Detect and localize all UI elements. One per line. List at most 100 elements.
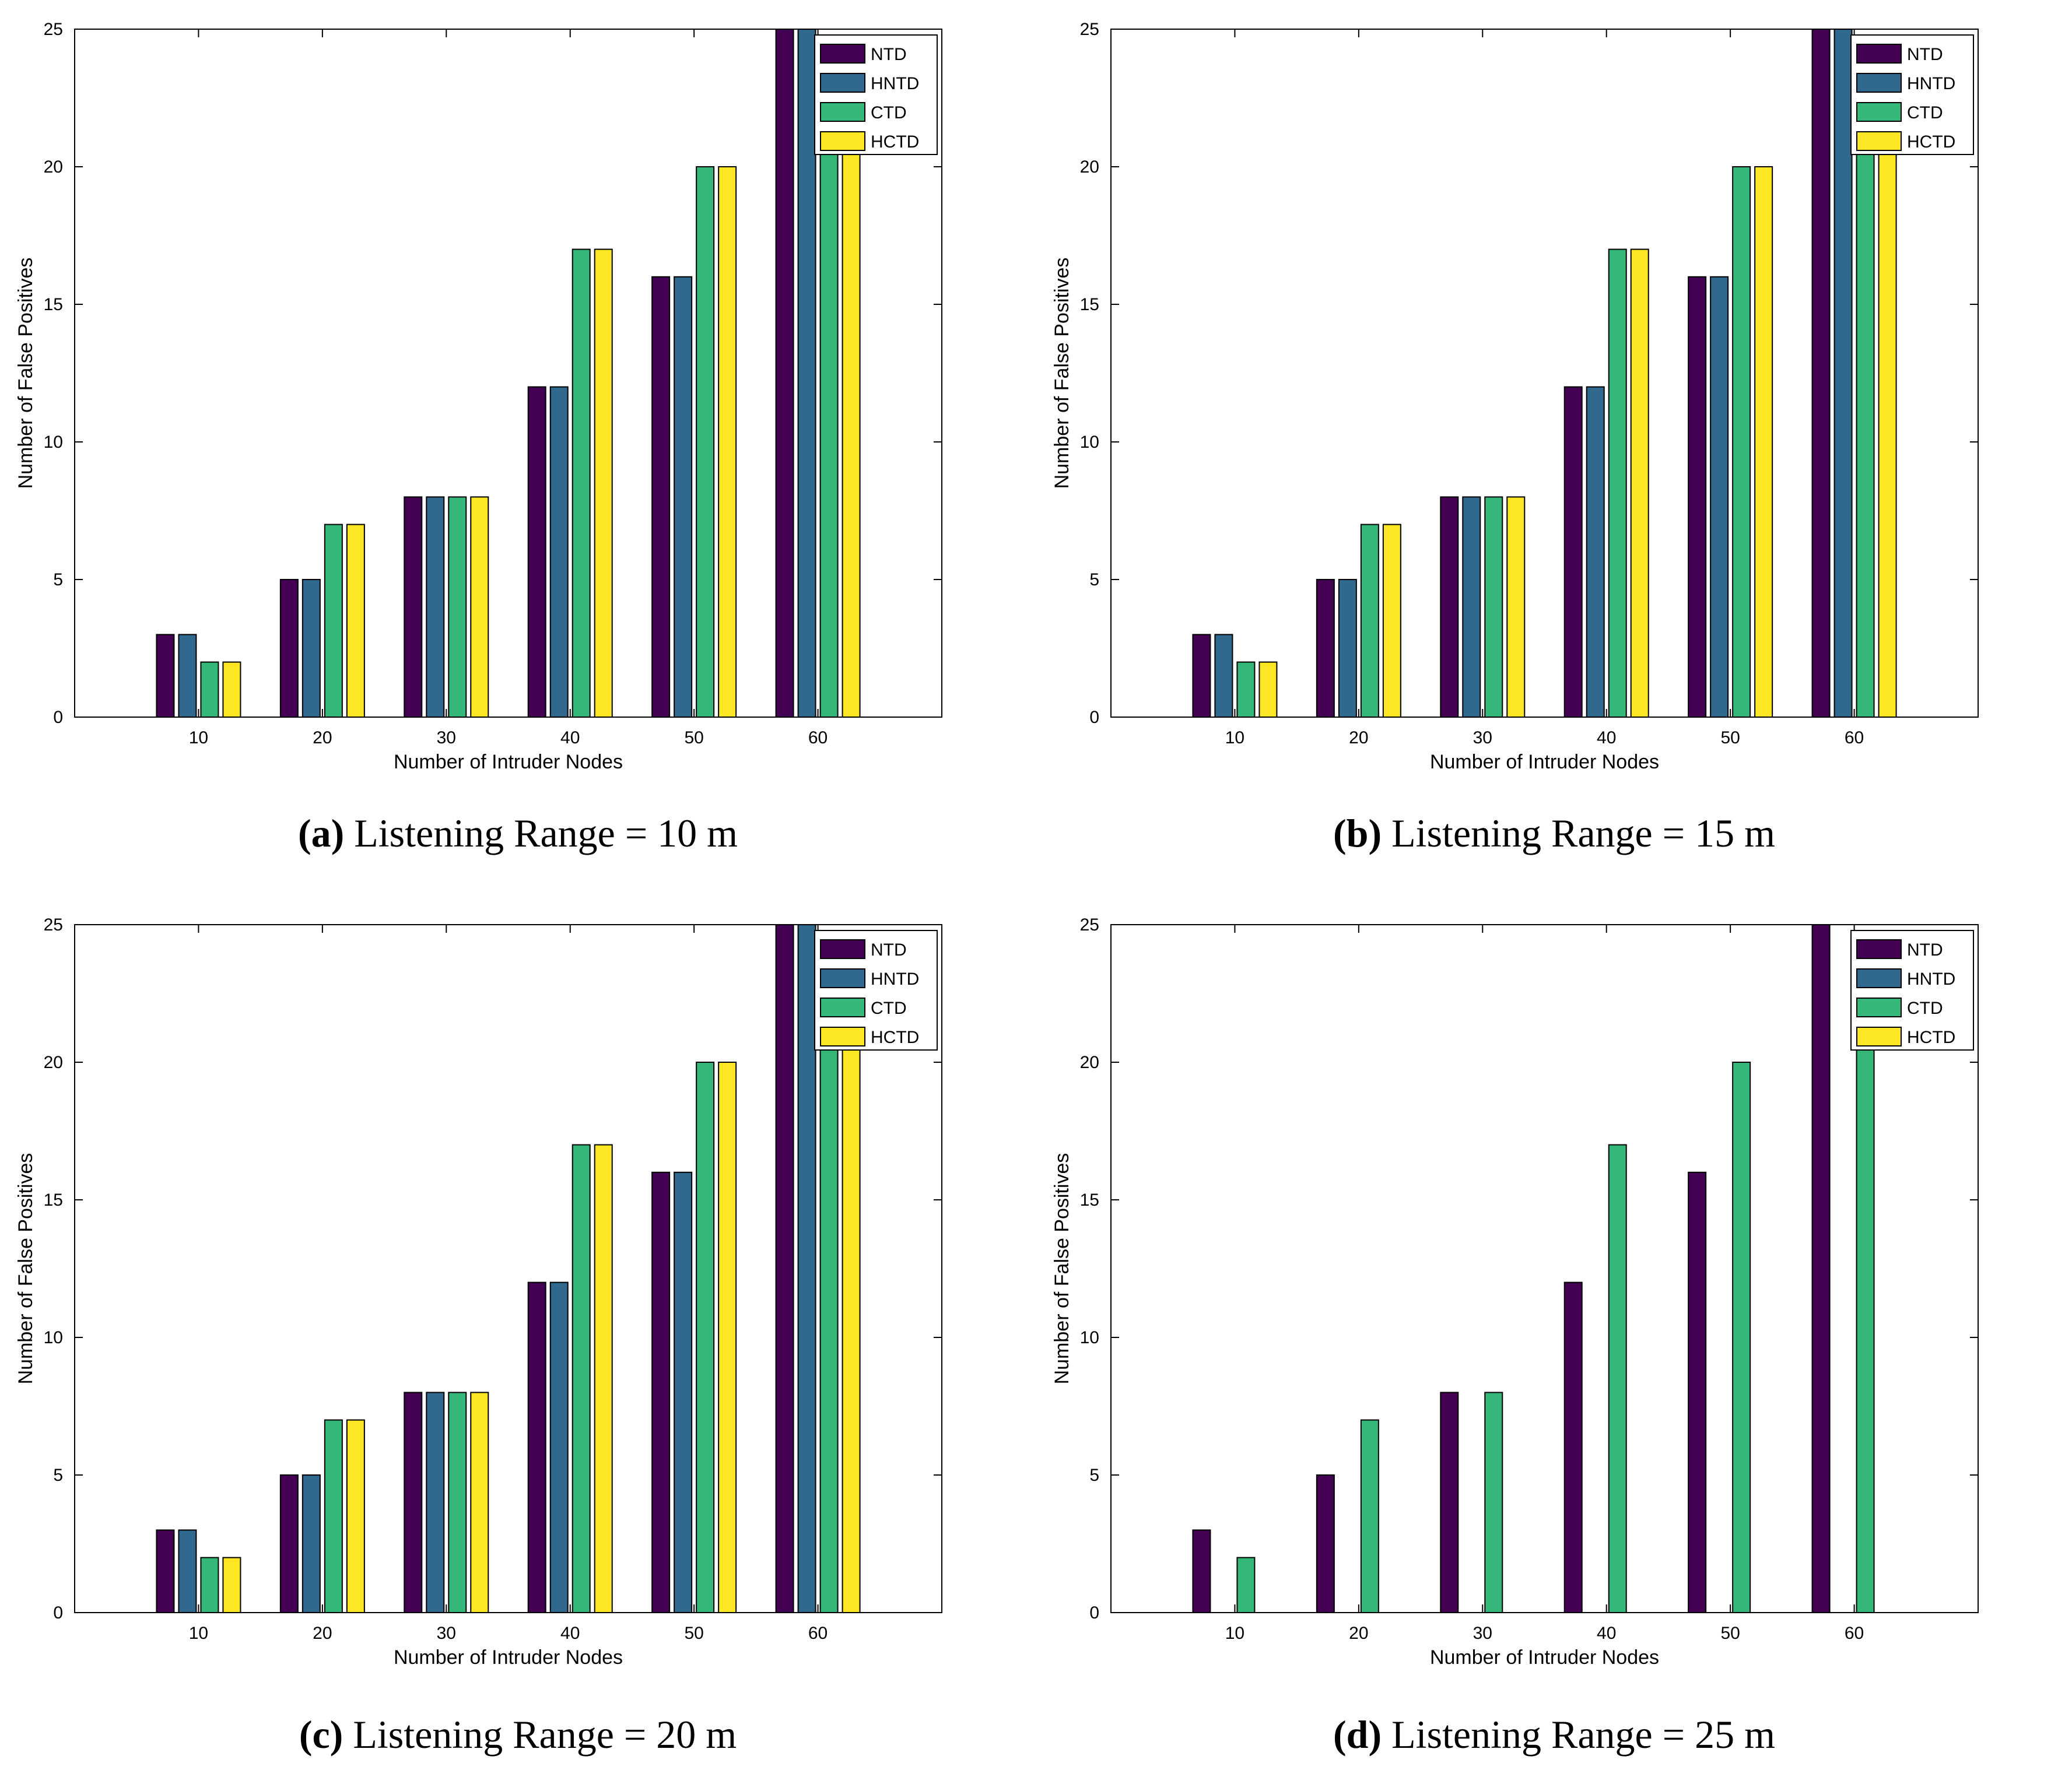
bar-hntd-50 (674, 1171, 693, 1613)
legend-swatch-hctd (1856, 131, 1902, 151)
bar-hntd-20 (1338, 579, 1357, 718)
legend-label-hntd: HNTD (1907, 970, 1955, 989)
y-axis-label: Number of False Positives (1051, 258, 1073, 489)
plot-area-frame (74, 924, 942, 1613)
bar-ntd-50 (1688, 276, 1707, 718)
x-tick-label: 10 (189, 1624, 208, 1643)
x-tick-label: 30 (1473, 1624, 1492, 1643)
bar-ntd-30 (1440, 1392, 1459, 1614)
bar-ctd-50 (1732, 166, 1751, 718)
bar-ntd-20 (1316, 579, 1335, 718)
bar-ntd-10 (1192, 634, 1211, 718)
caption-label-a: (a) (297, 811, 345, 855)
bar-hntd-60 (1833, 29, 1853, 718)
bar-ctd-20 (1360, 524, 1379, 718)
y-tick-label: 10 (1080, 1328, 1099, 1347)
legend-swatch-hctd (820, 1027, 865, 1046)
bar-ctd-30 (448, 1392, 467, 1614)
x-tick-label: 20 (313, 728, 332, 747)
legend-swatch-ctd (1856, 998, 1902, 1017)
y-tick-label: 15 (1080, 1191, 1099, 1210)
bar-hntd-30 (1462, 496, 1481, 718)
x-tick-label: 40 (560, 728, 580, 747)
legend-label-hctd: HCTD (871, 1028, 919, 1047)
chart-panel-a: 0 5 10 15 20 25 10 20 30 40 50 60 Number of Intruder… (0, 0, 1036, 896)
x-tick-label: 30 (437, 728, 456, 747)
bar-hctd-10 (222, 661, 241, 718)
bar-hctd-60 (842, 1034, 861, 1614)
x-tick-label: 40 (560, 1624, 580, 1643)
y-axis-label: Number of False Positives (1051, 1153, 1073, 1385)
x-tick-label: 10 (1225, 728, 1244, 747)
legend-label-ntd: NTD (871, 940, 907, 960)
bar-ntd-40 (527, 386, 546, 718)
x-tick-label: 20 (313, 1624, 332, 1643)
y-tick-label: 5 (1089, 570, 1099, 589)
bar-ctd-10 (1236, 1557, 1256, 1613)
bar-ntd-50 (651, 276, 671, 718)
x-tick-label: 30 (437, 1624, 456, 1643)
bar-hctd-60 (842, 138, 861, 718)
x-tick-label: 60 (808, 728, 828, 747)
legend-label-ntd: NTD (1907, 940, 1943, 960)
legend-swatch-ctd (820, 102, 865, 122)
bar-ntd-60 (1811, 29, 1831, 718)
bar-hntd-10 (178, 634, 197, 718)
legend-swatch-ctd (1856, 102, 1902, 122)
legend-label-ctd: CTD (1907, 999, 1943, 1018)
bar-hntd-60 (797, 29, 816, 718)
bar-hctd-30 (1506, 496, 1526, 718)
x-tick-label: 40 (1597, 1624, 1616, 1643)
bar-hntd-30 (426, 496, 445, 718)
bar-ctd-60 (819, 1034, 839, 1614)
x-tick-label: 50 (1720, 728, 1740, 747)
bar-ctd-20 (324, 1419, 343, 1613)
legend-swatch-hntd (820, 968, 865, 988)
x-tick-label: 30 (1473, 728, 1492, 747)
y-tick-label: 25 (44, 20, 63, 39)
x-axis-label: Number of Intruder Nodes (1430, 1646, 1659, 1669)
bar-ntd-20 (1316, 1474, 1335, 1613)
bar-ctd-50 (1732, 1062, 1751, 1613)
bar-ntd-40 (1563, 386, 1583, 718)
bar-hctd-40 (1630, 248, 1649, 718)
bar-ntd-40 (527, 1281, 546, 1613)
bar-ntd-50 (1688, 1171, 1707, 1613)
y-axis-label: Number of False Positives (15, 258, 37, 489)
legend-label-hntd: HNTD (871, 74, 919, 93)
x-tick-label: 60 (1845, 1624, 1864, 1643)
bar-ctd-30 (448, 496, 467, 718)
bar-hntd-10 (178, 1529, 197, 1614)
bar-ntd-30 (1440, 496, 1459, 718)
bar-hctd-30 (470, 1392, 489, 1614)
x-axis-label: Number of Intruder Nodes (1430, 751, 1659, 773)
legend-label-hntd: HNTD (871, 970, 919, 989)
legend-swatch-hntd (1856, 73, 1902, 93)
bar-hntd-40 (1586, 386, 1605, 718)
plot-area-frame (1110, 29, 1979, 718)
caption-b: (b) Listening Range = 15 m (1036, 810, 2072, 856)
bar-hctd-50 (718, 1062, 737, 1613)
bar-ctd-30 (1484, 1392, 1503, 1614)
bar-chart-c: 0 5 10 15 20 25 10 20 30 40 50 60 Number of Intruder… (15, 915, 942, 1669)
y-tick-label: 15 (1080, 295, 1099, 314)
bar-hntd-50 (1710, 276, 1729, 718)
bar-hctd-30 (470, 496, 489, 718)
bar-ctd-20 (324, 524, 343, 718)
x-tick-label: 50 (1720, 1624, 1740, 1643)
bar-hctd-50 (718, 166, 737, 718)
bar-ctd-30 (1484, 496, 1503, 718)
y-tick-label: 20 (44, 157, 63, 177)
y-tick-label: 0 (1089, 1603, 1099, 1623)
bar-ntd-30 (404, 1392, 423, 1614)
bar-ctd-40 (1608, 1144, 1627, 1614)
bar-ntd-10 (156, 634, 175, 718)
y-tick-label: 10 (1080, 433, 1099, 452)
legend-label-ctd: CTD (871, 103, 907, 122)
y-tick-label: 15 (44, 1191, 63, 1210)
x-tick-label: 40 (1597, 728, 1616, 747)
y-tick-label: 20 (44, 1053, 63, 1072)
bar-ctd-20 (1360, 1419, 1379, 1613)
x-tick-label: 10 (189, 728, 208, 747)
y-tick-label: 25 (44, 915, 63, 935)
